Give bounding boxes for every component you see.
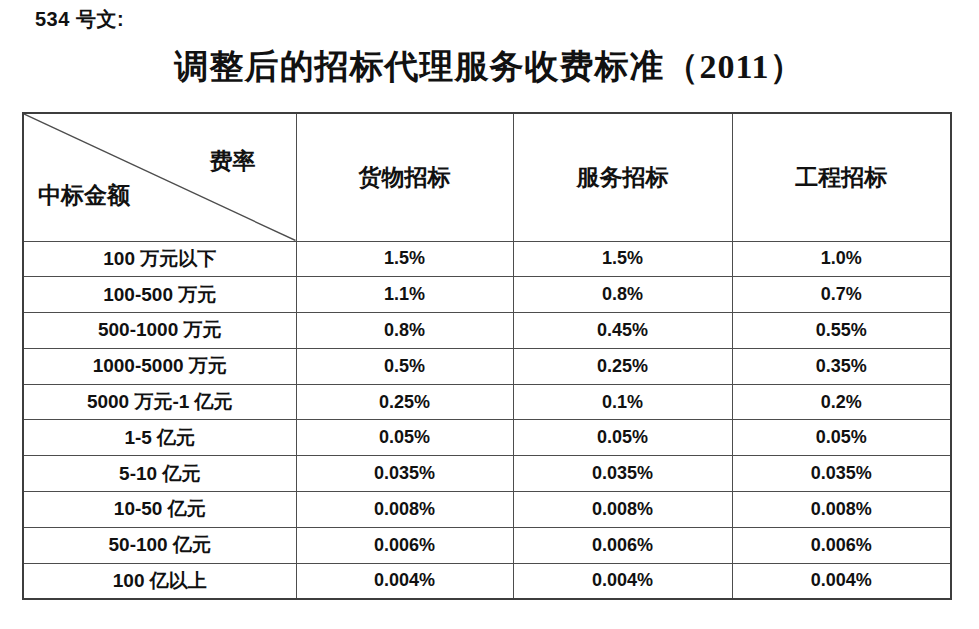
goods-rate-cell: 0.004%: [296, 563, 513, 599]
header-row: 费率 中标金额 货物招标 服务招标 工程招标: [23, 113, 951, 241]
engineering-rate-cell: 0.004%: [732, 563, 951, 599]
amount-cell: 100 亿以上: [23, 563, 296, 599]
engineering-rate-cell: 0.7%: [732, 277, 951, 313]
table-row: 5000 万元-1 亿元 0.25% 0.1% 0.2%: [23, 384, 951, 420]
table-row: 50-100 亿元 0.006% 0.006% 0.006%: [23, 527, 951, 563]
column-header-engineering: 工程招标: [732, 113, 951, 241]
engineering-rate-cell: 0.55%: [732, 313, 951, 349]
engineering-rate-cell: 0.05%: [732, 420, 951, 456]
table-row: 100 万元以下 1.5% 1.5% 1.0%: [23, 241, 951, 277]
table-row: 1-5 亿元 0.05% 0.05% 0.05%: [23, 420, 951, 456]
table-row: 100 亿以上 0.004% 0.004% 0.004%: [23, 563, 951, 599]
fee-rate-table: 费率 中标金额 货物招标 服务招标 工程招标 100 万元以下 1.5% 1.5…: [22, 112, 952, 600]
amount-cell: 5-10 亿元: [23, 456, 296, 492]
amount-cell: 100-500 万元: [23, 277, 296, 313]
service-rate-cell: 0.035%: [513, 456, 732, 492]
engineering-rate-cell: 1.0%: [732, 241, 951, 277]
table-row: 5-10 亿元 0.035% 0.035% 0.035%: [23, 456, 951, 492]
service-rate-cell: 0.25%: [513, 348, 732, 384]
goods-rate-cell: 1.1%: [296, 277, 513, 313]
amount-cell: 500-1000 万元: [23, 313, 296, 349]
engineering-rate-cell: 0.35%: [732, 348, 951, 384]
service-rate-cell: 0.1%: [513, 384, 732, 420]
goods-rate-cell: 0.5%: [296, 348, 513, 384]
corner-label-bid-amount: 中标金额: [38, 180, 130, 211]
engineering-rate-cell: 0.035%: [732, 456, 951, 492]
table-row: 10-50 亿元 0.008% 0.008% 0.008%: [23, 492, 951, 528]
amount-cell: 50-100 亿元: [23, 527, 296, 563]
goods-rate-cell: 0.8%: [296, 313, 513, 349]
service-rate-cell: 0.006%: [513, 527, 732, 563]
goods-rate-cell: 0.05%: [296, 420, 513, 456]
amount-cell: 1000-5000 万元: [23, 348, 296, 384]
doc-number-label: 534 号文:: [35, 6, 124, 33]
column-header-goods: 货物招标: [296, 113, 513, 241]
goods-rate-cell: 0.006%: [296, 527, 513, 563]
service-rate-cell: 0.008%: [513, 492, 732, 528]
goods-rate-cell: 0.008%: [296, 492, 513, 528]
fee-table-body: 100 万元以下 1.5% 1.5% 1.0% 100-500 万元 1.1% …: [23, 241, 951, 599]
column-header-service: 服务招标: [513, 113, 732, 241]
table-row: 100-500 万元 1.1% 0.8% 0.7%: [23, 277, 951, 313]
service-rate-cell: 0.8%: [513, 277, 732, 313]
diagonal-line: [24, 114, 296, 241]
service-rate-cell: 0.004%: [513, 563, 732, 599]
engineering-rate-cell: 0.006%: [732, 527, 951, 563]
table-row: 1000-5000 万元 0.5% 0.25% 0.35%: [23, 348, 951, 384]
amount-cell: 1-5 亿元: [23, 420, 296, 456]
amount-cell: 5000 万元-1 亿元: [23, 384, 296, 420]
diagonal-header-cell: 费率 中标金额: [23, 113, 296, 241]
engineering-rate-cell: 0.008%: [732, 492, 951, 528]
service-rate-cell: 1.5%: [513, 241, 732, 277]
page-title: 调整后的招标代理服务收费标准（2011）: [0, 44, 979, 90]
service-rate-cell: 0.45%: [513, 313, 732, 349]
service-rate-cell: 0.05%: [513, 420, 732, 456]
engineering-rate-cell: 0.2%: [732, 384, 951, 420]
table-row: 500-1000 万元 0.8% 0.45% 0.55%: [23, 313, 951, 349]
goods-rate-cell: 0.035%: [296, 456, 513, 492]
corner-label-rate: 费率: [210, 146, 256, 177]
amount-cell: 100 万元以下: [23, 241, 296, 277]
amount-cell: 10-50 亿元: [23, 492, 296, 528]
goods-rate-cell: 0.25%: [296, 384, 513, 420]
goods-rate-cell: 1.5%: [296, 241, 513, 277]
